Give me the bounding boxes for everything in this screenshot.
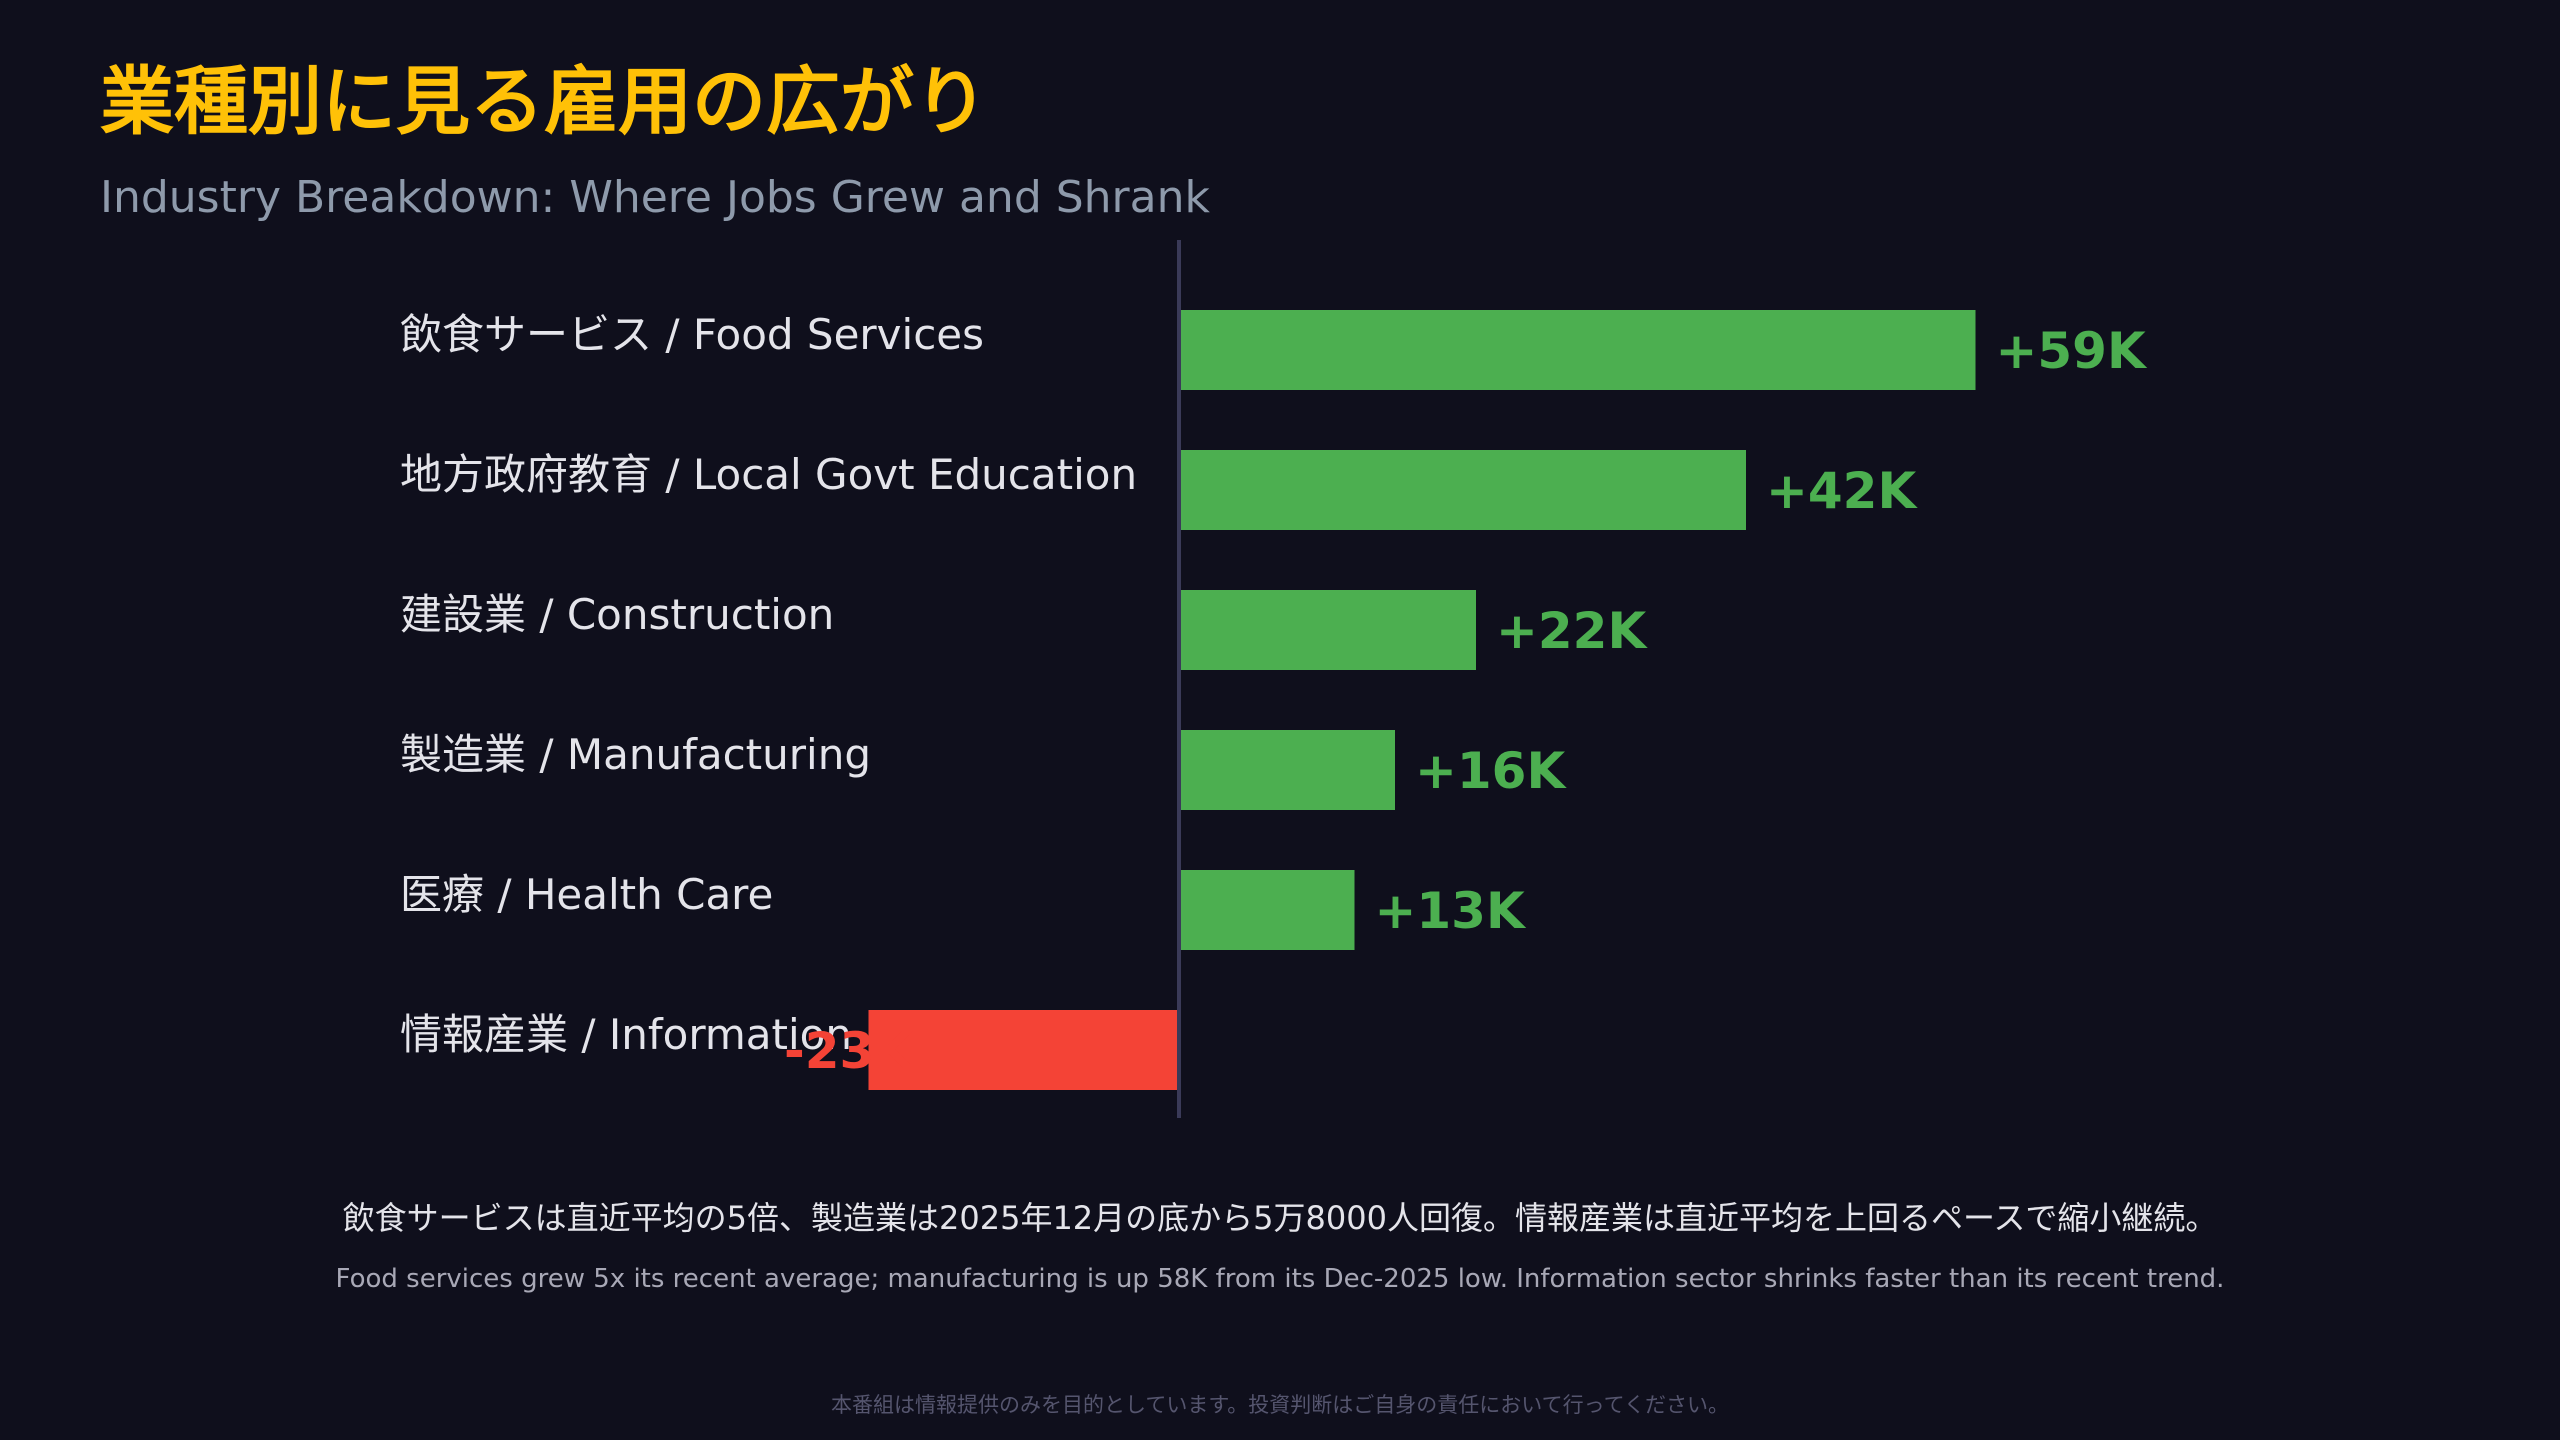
- caption-english: Food services grew 5x its recent average…: [335, 1264, 2225, 1294]
- caption-japanese: 飲食サービスは直近平均の5倍、製造業は2025年12月の底から5万8000人回復…: [342, 1199, 2218, 1237]
- value-label: +16K: [1415, 742, 1567, 800]
- category-label: 地方政府教育 / Local Govt Education: [400, 450, 1137, 499]
- chart-subtitle: Industry Breakdown: Where Jobs Grew and …: [100, 172, 1210, 223]
- category-label: 医療 / Health Care: [400, 870, 773, 919]
- value-label: +42K: [1766, 462, 1918, 520]
- bar: [1179, 590, 1476, 670]
- category-label: 製造業 / Manufacturing: [400, 730, 871, 779]
- bar: [1179, 870, 1355, 950]
- disclaimer: 本番組は情報提供のみを目的としています。投資判断はご自身の責任において行ってくだ…: [831, 1393, 1729, 1417]
- chart-title: 業種別に見る雇用の広がり: [100, 59, 988, 145]
- bar-chart: 飲食サービス / Food Services +59K 地方政府教育 / Local…: [400, 240, 2148, 1118]
- value-label: +13K: [1375, 882, 1527, 940]
- bar: [1179, 730, 1395, 810]
- category-label: 飲食サービス / Food Services: [400, 310, 984, 359]
- category-label: 建設業 / Construction: [400, 590, 834, 639]
- bar: [868, 1010, 1179, 1090]
- bars-layer: 飲食サービス / Food Services +59K 地方政府教育 / Local…: [400, 310, 2148, 1090]
- value-label: -23K: [784, 1022, 915, 1080]
- bar: [1179, 310, 1976, 390]
- value-label: +22K: [1496, 602, 1648, 660]
- bar: [1179, 450, 1746, 530]
- value-label: +59K: [1996, 322, 2148, 380]
- category-label: 情報産業 / Information: [400, 1010, 852, 1059]
